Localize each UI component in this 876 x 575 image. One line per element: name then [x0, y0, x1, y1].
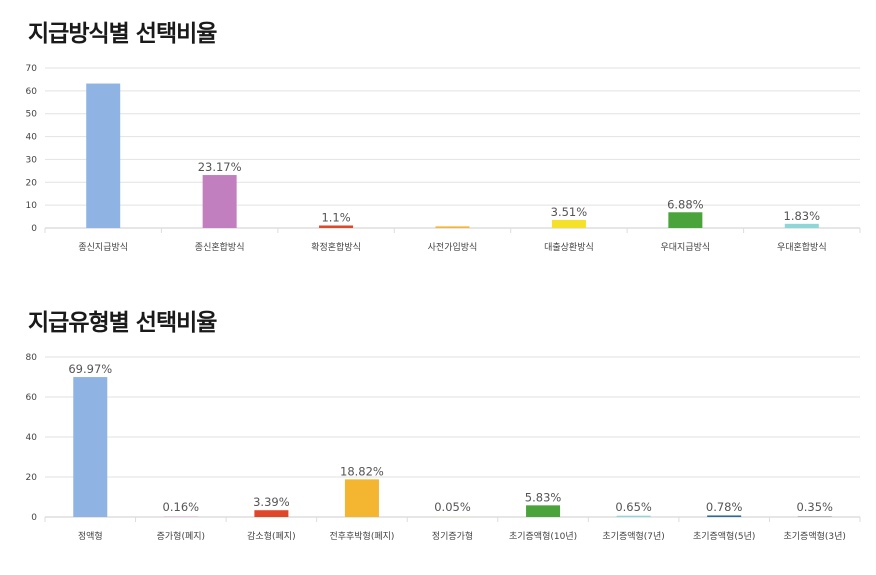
y-tick-label: 40 [26, 433, 38, 443]
category-label: 대출상환방식 [544, 241, 594, 253]
category-label: 정기증가형 [432, 531, 473, 542]
bar-9 [797, 516, 832, 517]
bar-6 [668, 212, 703, 228]
data-label: 1.1% [321, 210, 350, 224]
y-tick-label: 10 [26, 201, 38, 211]
bar-4 [344, 479, 379, 517]
y-tick-label: 70 [26, 64, 38, 74]
data-label: 5.83% [525, 490, 562, 504]
y-tick-label: 60 [26, 87, 38, 97]
chart-title-payment-type: 지급유형별 선택비율 [28, 310, 217, 336]
data-label: 18.82% [340, 464, 384, 478]
bar-6 [526, 505, 561, 517]
category-label: 감소형(폐지) [247, 530, 295, 542]
category-label: 확정혼합방식 [311, 241, 361, 253]
data-label: 3.39% [253, 495, 290, 509]
y-tick-label: 60 [26, 393, 38, 403]
y-tick-label: 0 [31, 224, 37, 234]
data-label: 0.05% [434, 500, 471, 514]
bar-3 [319, 225, 354, 228]
bar-2 [202, 175, 237, 228]
data-label: 69.97% [68, 362, 112, 376]
category-label: 우대지급방식 [661, 242, 711, 253]
y-tick-label: 20 [26, 473, 38, 483]
category-label: 초기증액형(5년) [693, 530, 755, 542]
bar-1 [73, 377, 108, 517]
payment-method-bar-chart: 0 10 20 30 40 50 60 70 종신지급방식 23.17% 종신혼합방식 1.1% 확정혼… [26, 64, 861, 253]
category-label: 초기증액형(10년) [509, 530, 577, 542]
y-tick-label: 20 [26, 178, 38, 188]
data-label: 0.16% [163, 500, 200, 514]
bar-7 [616, 515, 651, 517]
y-tick-label: 30 [26, 155, 38, 165]
data-label: 1.83% [784, 209, 821, 223]
data-label: 0.78% [706, 500, 743, 514]
y-tick-label: 40 [26, 133, 38, 143]
data-label: 23.17% [198, 160, 242, 174]
bar-3 [254, 510, 289, 517]
category-label: 우대혼합방식 [777, 241, 827, 253]
category-label: 초기증액형(7년) [602, 530, 664, 542]
chart-title-payment-method: 지급방식별 선택비율 [28, 21, 217, 47]
category-label: 종신지급방식 [78, 242, 128, 253]
y-tick-label: 0 [31, 513, 37, 523]
category-label: 사전가입방식 [428, 241, 478, 253]
payment-type-bar-chart: 0 20 40 60 80 69.97% 정액형 0.16% 증가형(폐지) 3.39% 감소형(폐… [26, 353, 861, 542]
bar-7 [784, 223, 819, 228]
data-label: 0.35% [796, 500, 833, 514]
data-label: 3.51% [551, 205, 588, 219]
bar-8 [707, 515, 742, 517]
bar-5 [551, 219, 586, 228]
category-label: 초기증액형(3년) [784, 530, 846, 542]
category-label: 전후후박형(폐지) [329, 530, 394, 542]
y-tick-label: 50 [26, 110, 38, 120]
bar-4 [435, 226, 470, 228]
data-label: 6.88% [667, 197, 704, 211]
bar-1 [86, 83, 121, 229]
category-label: 정액형 [78, 530, 103, 542]
category-label: 종신혼합방식 [195, 241, 245, 253]
data-label: 0.65% [615, 500, 652, 514]
category-label: 증가형(폐지) [157, 530, 205, 542]
y-tick-label: 80 [26, 353, 38, 363]
